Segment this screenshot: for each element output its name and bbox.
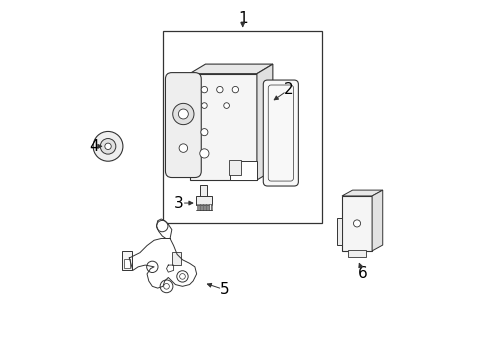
Circle shape xyxy=(178,109,188,119)
Text: 2: 2 xyxy=(284,82,293,97)
Bar xyxy=(198,204,199,210)
Circle shape xyxy=(201,129,207,136)
Circle shape xyxy=(179,274,185,279)
Bar xyxy=(197,204,198,210)
Polygon shape xyxy=(371,190,382,251)
Circle shape xyxy=(163,283,169,289)
Circle shape xyxy=(100,139,116,154)
Bar xyxy=(228,160,240,175)
Circle shape xyxy=(177,271,188,282)
Circle shape xyxy=(200,149,208,158)
Circle shape xyxy=(160,280,173,293)
Text: 3: 3 xyxy=(174,195,183,211)
Circle shape xyxy=(93,131,122,161)
Circle shape xyxy=(201,103,207,108)
Circle shape xyxy=(104,143,111,149)
Text: 6: 6 xyxy=(358,266,367,282)
Bar xyxy=(206,204,207,210)
Bar xyxy=(336,218,342,246)
Bar xyxy=(200,185,207,197)
Circle shape xyxy=(353,220,360,227)
Bar xyxy=(211,204,212,210)
Circle shape xyxy=(216,86,223,93)
Bar xyxy=(171,252,181,265)
Circle shape xyxy=(146,261,158,273)
Polygon shape xyxy=(229,161,256,180)
Circle shape xyxy=(224,103,229,108)
Circle shape xyxy=(179,144,187,152)
Circle shape xyxy=(156,220,167,232)
Text: 1: 1 xyxy=(238,11,247,26)
Text: 4: 4 xyxy=(89,139,99,154)
Bar xyxy=(163,31,322,222)
Bar xyxy=(196,196,211,205)
Text: 5: 5 xyxy=(220,282,229,297)
Bar xyxy=(122,251,132,270)
Circle shape xyxy=(172,103,194,125)
Bar xyxy=(347,250,366,257)
Bar xyxy=(124,259,129,268)
Bar xyxy=(209,204,210,210)
Circle shape xyxy=(232,86,238,93)
Bar xyxy=(200,204,201,210)
Polygon shape xyxy=(256,64,272,180)
Bar xyxy=(189,74,256,180)
Bar xyxy=(207,204,208,210)
Bar xyxy=(203,204,204,210)
Bar xyxy=(341,196,371,251)
FancyBboxPatch shape xyxy=(165,73,201,177)
Polygon shape xyxy=(341,190,382,196)
Bar xyxy=(201,204,203,210)
Circle shape xyxy=(201,86,207,93)
Bar xyxy=(204,204,205,210)
FancyBboxPatch shape xyxy=(263,80,298,186)
Polygon shape xyxy=(189,64,272,74)
